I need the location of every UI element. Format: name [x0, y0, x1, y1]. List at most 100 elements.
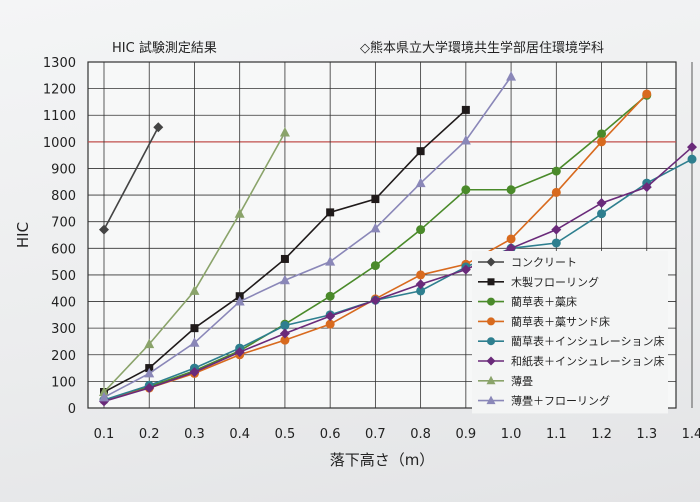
data-point	[370, 261, 380, 271]
x-tick-label: 1.2	[591, 427, 612, 442]
data-point	[99, 391, 109, 402]
data-point	[279, 274, 290, 285]
data-point	[234, 296, 245, 306]
data-point	[280, 335, 290, 345]
x-tick-label: 1.4	[682, 427, 700, 442]
data-point	[280, 254, 289, 263]
data-point	[370, 295, 381, 306]
data-point	[326, 208, 335, 217]
data-point	[551, 238, 561, 248]
data-point	[234, 208, 245, 218]
chart-subtitle: ◇熊本県立大学環境共生学部居住環境学科	[360, 41, 604, 56]
y-axis-label: HIC	[14, 222, 32, 248]
data-point	[144, 338, 155, 349]
legend-marker	[486, 375, 496, 385]
data-point	[461, 185, 471, 195]
data-point	[325, 319, 335, 329]
legend-marker	[487, 337, 495, 346]
x-tick-label: 0.6	[320, 427, 341, 442]
legend-marker	[486, 395, 496, 405]
data-point	[279, 127, 290, 137]
data-point	[506, 234, 516, 244]
data-point	[642, 89, 652, 99]
series-line	[103, 126, 159, 231]
y-tick-label: 1300	[43, 56, 76, 71]
data-point	[325, 311, 336, 322]
data-point	[144, 383, 155, 394]
x-tick-label: 0.7	[365, 427, 386, 442]
data-point	[280, 320, 290, 330]
legend-label: 和紙表＋インシュレーション床	[511, 354, 665, 368]
series-line	[103, 158, 693, 401]
data-point	[460, 264, 471, 275]
x-tick-label: 1.1	[546, 427, 567, 442]
data-point	[551, 166, 561, 176]
data-point	[99, 224, 109, 235]
legend-marker	[487, 297, 495, 306]
data-point	[416, 147, 425, 156]
legend-label: 藺草表＋インシュレーション床	[511, 334, 665, 348]
data-point	[461, 105, 470, 114]
data-point	[416, 286, 426, 296]
data-point	[371, 195, 380, 204]
x-tick-label: 0.2	[139, 427, 160, 442]
x-tick-label: 1.3	[636, 427, 657, 442]
legend-marker	[487, 278, 495, 286]
y-tick-label: 200	[51, 349, 76, 364]
y-tick-label: 1200	[43, 83, 76, 98]
data-point	[551, 187, 561, 197]
legend-marker	[486, 356, 496, 366]
data-point	[506, 243, 517, 254]
data-point	[551, 224, 562, 235]
legend-label: 木製フローリング	[511, 275, 599, 289]
x-tick-label: 0.5	[275, 427, 296, 442]
y-tick-label: 300	[51, 322, 76, 337]
legend-label: コンクリート	[511, 256, 577, 269]
x-axis-label: 落下高さ（m）	[330, 451, 435, 469]
data-point	[641, 182, 652, 193]
data-point	[325, 256, 336, 266]
data-point	[189, 367, 200, 378]
y-tick-label: 500	[51, 269, 76, 284]
data-point	[687, 154, 697, 164]
data-point	[596, 198, 607, 209]
data-point	[144, 367, 155, 378]
y-tick-label: 800	[51, 189, 76, 204]
data-point	[460, 135, 471, 145]
data-point	[416, 225, 426, 235]
legend-label: 藺草表＋藁サンド床	[511, 314, 610, 328]
data-point	[370, 222, 381, 233]
y-tick-label: 1000	[43, 136, 76, 151]
y-tick-label: 0	[68, 402, 76, 417]
x-tick-label: 1.0	[501, 427, 522, 442]
series-line	[103, 146, 693, 403]
y-tick-label: 900	[51, 162, 76, 177]
legend-label: 薄畳	[511, 374, 533, 388]
data-point	[415, 177, 426, 188]
data-point	[190, 324, 199, 333]
data-point	[597, 129, 607, 139]
data-point	[597, 209, 607, 219]
x-tick-label: 0.9	[456, 427, 477, 442]
x-tick-label: 0.3	[184, 427, 205, 442]
data-point	[325, 291, 335, 301]
y-tick-label: 1100	[43, 109, 76, 124]
data-point	[279, 328, 290, 339]
x-tick-label: 0.8	[410, 427, 431, 442]
legend-marker	[487, 317, 495, 326]
legend-label: 藺草表＋藁床	[511, 295, 577, 309]
y-tick-label: 400	[51, 296, 76, 311]
data-point	[189, 337, 200, 347]
y-tick-label: 100	[51, 375, 76, 390]
x-tick-label: 0.4	[229, 427, 250, 442]
data-point	[687, 142, 697, 153]
data-point	[153, 122, 164, 133]
data-point	[99, 386, 109, 397]
data-point	[506, 71, 517, 81]
legend-label: 薄畳＋フローリング	[511, 394, 610, 408]
data-point	[234, 347, 245, 358]
legend-box	[472, 251, 668, 414]
y-tick-label: 700	[51, 216, 76, 231]
data-point	[506, 185, 516, 195]
